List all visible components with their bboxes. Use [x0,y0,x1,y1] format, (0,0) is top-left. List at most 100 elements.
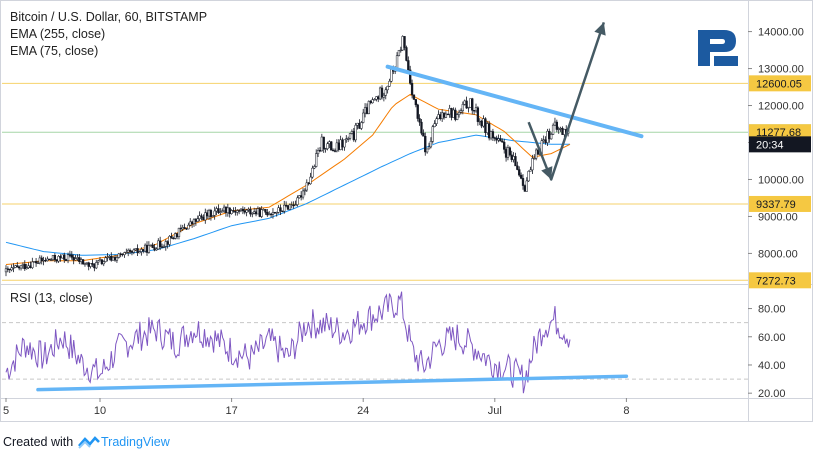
candle-body [10,267,13,271]
candle-body [6,268,10,270]
candle-body [471,98,474,111]
candle-body [474,107,478,112]
candle-body [190,221,194,225]
candle-body [307,182,310,185]
candle-body [55,259,58,262]
candle-body [491,131,495,138]
candle-body [375,96,378,100]
candle-body [495,137,498,141]
candle-body [207,210,211,217]
candle-body [34,261,38,264]
candle-body [119,253,122,255]
candle-body [418,118,421,123]
rsi-tick-label: 60.00 [758,332,786,344]
candle-body [433,123,436,127]
candle-body [204,212,207,221]
candle-body [23,264,26,270]
candle-body [174,233,177,239]
tradingview-link[interactable]: TradingView [101,435,170,449]
candle-body [472,110,476,112]
candle-body [38,257,41,264]
candle-body [168,236,171,245]
candle-body [260,209,263,217]
candle-body [74,258,77,261]
candle-body [378,87,382,100]
candle-body [294,204,297,207]
candle-body [46,258,49,261]
candle-body [384,89,387,96]
candle-body [125,251,128,254]
candle-body [303,189,307,192]
candle-body [269,213,273,216]
candle-body [81,259,85,265]
candles-group [4,35,570,277]
candle-body [65,259,68,261]
candle-body [93,264,96,269]
ema75-legend: EMA (75, close) [10,44,99,58]
footer: Created with TradingView [0,431,814,459]
candle-body [44,259,47,262]
candle-body [36,262,40,264]
candle-body [213,210,216,216]
candle-body [516,165,519,170]
candle-body [482,118,485,127]
price-tick-label: 13000.00 [758,64,804,76]
candle-body [53,254,57,260]
time-tick-label: 5 [3,405,9,417]
candle-body [525,180,528,192]
candle-body [422,132,425,137]
candle-body [504,149,508,158]
candle-body [373,99,376,101]
candle-body [51,254,55,260]
candle-body [117,253,120,258]
candle-body [222,206,226,212]
candle-body [559,127,562,130]
time-tick-label: Jul [488,405,502,417]
candle-body [243,210,246,213]
candle-body [536,149,540,155]
candle-body [486,123,489,133]
candle-body [142,249,145,252]
candle-body [16,265,19,268]
price-tick-label: 9000.00 [758,211,798,223]
price-tick-label: 10000.00 [758,174,804,186]
candle-body [157,240,160,250]
candle-body [457,112,461,115]
candle-body [405,47,408,61]
candle-body [478,120,481,123]
candle-body [70,254,73,258]
candle-body [550,134,553,140]
candle-body [226,207,229,213]
candle-body [159,240,162,248]
candle-body [399,49,402,52]
candle-body [185,228,188,230]
candle-body [91,263,94,265]
candle-body [563,129,566,135]
candle-body [198,215,201,219]
candle-body [130,251,134,253]
candle-body [211,215,214,217]
candle-body [461,104,464,111]
candle-body [123,252,126,256]
rsi-tick-label: 20.00 [758,388,786,400]
countdown-label-bg [749,136,811,153]
candle-body [369,101,372,104]
rsi-legend: RSI (13, close) [10,291,93,305]
candle-body [347,138,350,140]
candle-body [315,153,318,167]
candle-body [72,257,75,261]
candle-body [382,95,386,98]
rsi-line [5,291,571,394]
candle-body [172,237,175,240]
candle-body [262,209,265,211]
candle-body [467,106,470,109]
candle-body [335,142,339,152]
candle-body [187,224,190,230]
candle-body [288,204,292,210]
candle-body [153,247,156,251]
countdown-label: 20:34 [756,139,784,151]
candle-body [85,262,88,264]
candle-body [155,248,158,251]
broker-logo [696,28,740,73]
candle-body [290,204,293,206]
